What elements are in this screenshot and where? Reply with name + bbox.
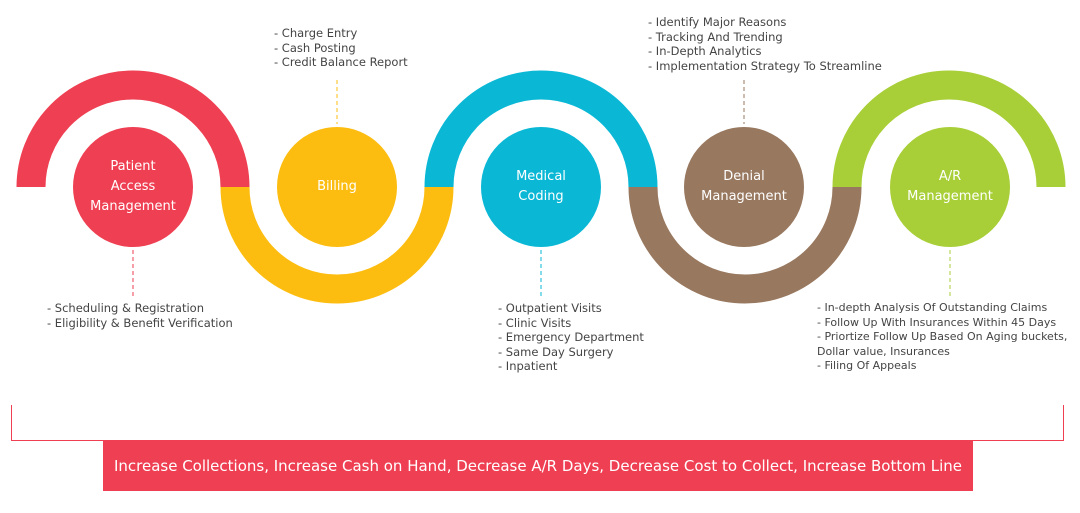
- stage-label-patient-access: Patient Access Management: [90, 159, 176, 214]
- note-item: - Scheduling & Registration: [47, 301, 204, 315]
- circle-billing: [277, 127, 397, 247]
- note-item: - Clinic Visits: [498, 315, 572, 330]
- note-item: - Outpatient Visits: [498, 301, 602, 315]
- circle-medical-coding: [481, 127, 601, 247]
- note-item: - In-depth Analysis Of Outstanding Claim…: [817, 301, 1048, 314]
- notes-patient-access: - Scheduling & Registration - Eligibilit…: [47, 301, 233, 330]
- bracket-line: [11, 405, 1064, 441]
- note-item: - Priortize Follow Up Based On Aging buc…: [817, 330, 1068, 358]
- stage-label-medical-coding: Medical Coding: [516, 169, 566, 204]
- notes-ar-management: - In-depth Analysis Of Outstanding Claim…: [817, 301, 1067, 374]
- circle-denial-management: [684, 127, 804, 247]
- stage-label-billing: Billing: [317, 179, 357, 194]
- note-item: - Filing Of Appeals: [817, 359, 917, 373]
- notes-billing: - Charge Entry - Cash Posting - Credit B…: [274, 26, 408, 70]
- circle-ar-management: [890, 127, 1010, 247]
- note-item: - Follow Up With Insurances Within 45 Da…: [817, 315, 1057, 329]
- note-item: - Charge Entry: [274, 26, 358, 40]
- notes-medical-coding: - Outpatient Visits - Clinic Visits - Em…: [498, 301, 644, 374]
- note-item: - Implementation Strategy To Streamline: [648, 58, 882, 73]
- note-item: - Eligibility & Benefit Verification: [47, 315, 233, 330]
- note-item: - In-Depth Analytics: [648, 44, 762, 59]
- note-item: - Cash Posting: [274, 40, 356, 55]
- note-item: - Emergency Department: [498, 330, 644, 345]
- note-item: - Identify Major Reasons: [648, 15, 787, 29]
- arc-ar-management: [832, 70, 1066, 188]
- outcome-banner: Increase Collections, Increase Cash on H…: [103, 440, 973, 491]
- stage-label-ar-management: A/R Management: [907, 169, 993, 204]
- arc-medical-coding: [424, 70, 658, 188]
- note-item: - Tracking And Trending: [648, 29, 783, 44]
- note-item: - Credit Balance Report: [274, 55, 408, 70]
- note-item: - Inpatient: [498, 359, 558, 374]
- circle-patient-access: [73, 127, 193, 247]
- arc-denial-management: [628, 186, 862, 304]
- notes-denial-management: - Identify Major Reasons - Tracking And …: [648, 15, 882, 73]
- arc-patient-access: [16, 70, 250, 188]
- stage-label-denial-management: Denial Management: [701, 169, 787, 204]
- note-item: - Same Day Surgery: [498, 344, 614, 359]
- arc-billing: [220, 186, 454, 304]
